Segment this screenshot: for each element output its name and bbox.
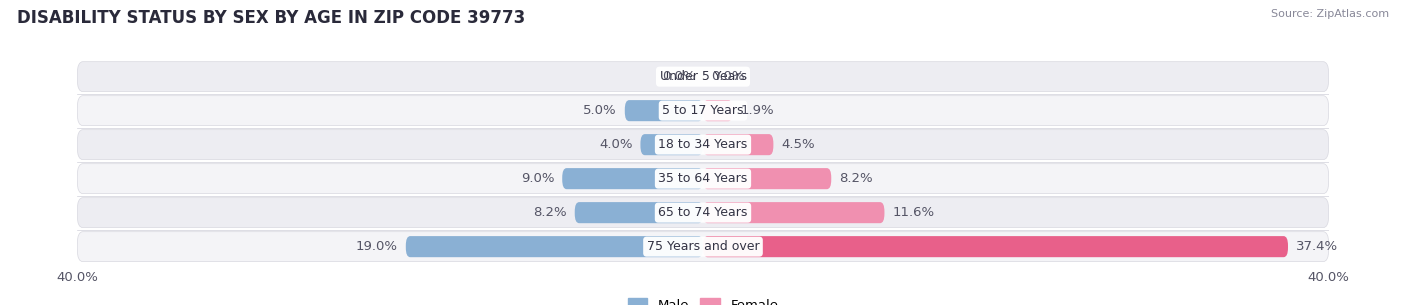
- FancyBboxPatch shape: [703, 100, 733, 121]
- Text: 5 to 17 Years: 5 to 17 Years: [662, 104, 744, 117]
- FancyBboxPatch shape: [77, 232, 1329, 262]
- Text: 8.2%: 8.2%: [533, 206, 567, 219]
- Text: 18 to 34 Years: 18 to 34 Years: [658, 138, 748, 151]
- Text: 0.0%: 0.0%: [711, 70, 744, 83]
- Text: 75 Years and over: 75 Years and over: [647, 240, 759, 253]
- Text: 35 to 64 Years: 35 to 64 Years: [658, 172, 748, 185]
- FancyBboxPatch shape: [562, 168, 703, 189]
- FancyBboxPatch shape: [575, 202, 703, 223]
- FancyBboxPatch shape: [77, 96, 1329, 126]
- FancyBboxPatch shape: [77, 164, 1329, 194]
- FancyBboxPatch shape: [703, 202, 884, 223]
- Text: 4.5%: 4.5%: [782, 138, 815, 151]
- Text: 0.0%: 0.0%: [662, 70, 695, 83]
- Legend: Male, Female: Male, Female: [623, 293, 783, 305]
- FancyBboxPatch shape: [77, 198, 1329, 228]
- Text: 9.0%: 9.0%: [520, 172, 554, 185]
- Text: Source: ZipAtlas.com: Source: ZipAtlas.com: [1271, 9, 1389, 19]
- FancyBboxPatch shape: [703, 168, 831, 189]
- Text: 65 to 74 Years: 65 to 74 Years: [658, 206, 748, 219]
- FancyBboxPatch shape: [77, 62, 1329, 92]
- Text: 11.6%: 11.6%: [893, 206, 935, 219]
- Text: 19.0%: 19.0%: [356, 240, 398, 253]
- Text: 4.0%: 4.0%: [599, 138, 633, 151]
- FancyBboxPatch shape: [406, 236, 703, 257]
- Text: 8.2%: 8.2%: [839, 172, 873, 185]
- FancyBboxPatch shape: [703, 236, 1288, 257]
- Text: 1.9%: 1.9%: [741, 104, 775, 117]
- Text: Under 5 Years: Under 5 Years: [659, 70, 747, 83]
- FancyBboxPatch shape: [703, 134, 773, 155]
- Text: 5.0%: 5.0%: [583, 104, 617, 117]
- Text: DISABILITY STATUS BY SEX BY AGE IN ZIP CODE 39773: DISABILITY STATUS BY SEX BY AGE IN ZIP C…: [17, 9, 524, 27]
- Text: 37.4%: 37.4%: [1296, 240, 1339, 253]
- FancyBboxPatch shape: [624, 100, 703, 121]
- FancyBboxPatch shape: [641, 134, 703, 155]
- FancyBboxPatch shape: [77, 130, 1329, 160]
